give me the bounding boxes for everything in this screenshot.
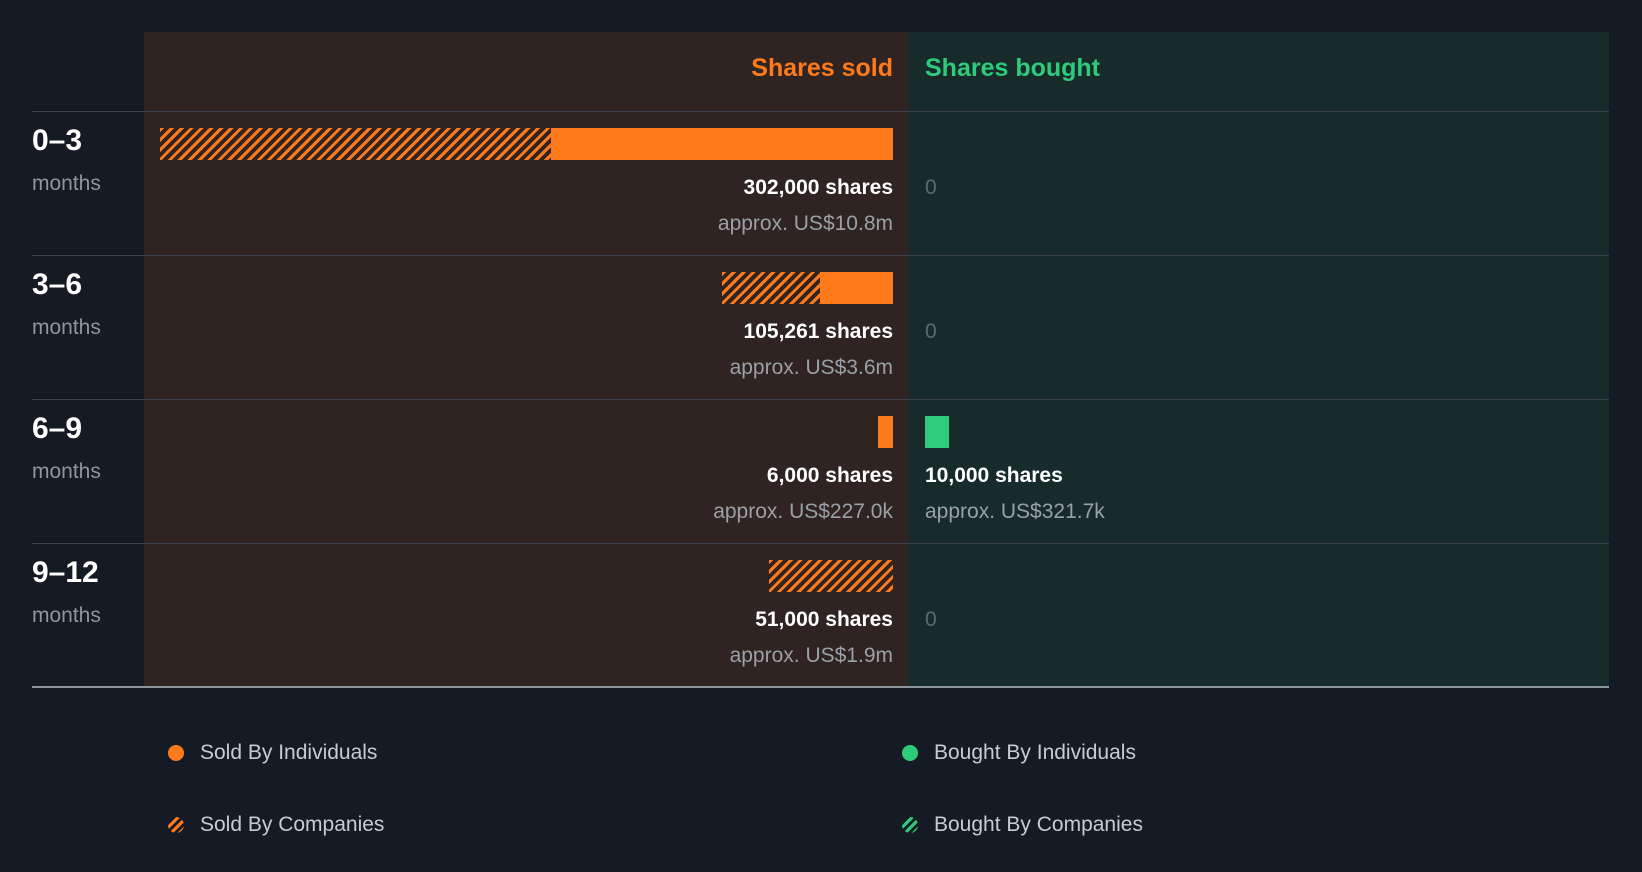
legend-label: Sold By Individuals [200, 741, 378, 764]
bar-sold-companies[interactable] [160, 128, 551, 160]
period-unit-label: months [32, 604, 101, 627]
row-divider [32, 543, 1609, 544]
legend-label: Bought By Individuals [934, 741, 1136, 764]
sold-shares-label: 105,261 shares [743, 320, 893, 343]
period-unit-label: months [32, 316, 101, 339]
period-unit-label: months [32, 172, 101, 195]
bought-shares-label: 0 [925, 320, 937, 343]
row-divider [32, 399, 1609, 400]
sold-value-label: approx. US$1.9m [729, 644, 893, 667]
row-divider [32, 255, 1609, 256]
sold-shares-label: 6,000 shares [766, 464, 893, 487]
sold-companies-swatch-icon [168, 817, 184, 833]
legend-bought-individuals[interactable]: Bought By Individuals [902, 741, 1136, 765]
bar-sold-individuals[interactable] [819, 272, 893, 304]
bar-sold-companies[interactable] [722, 272, 820, 304]
sold-value-label: approx. US$10.8m [717, 212, 893, 235]
legend-sold-individuals[interactable]: Sold By Individuals [168, 741, 377, 765]
bar-bought-individuals[interactable] [925, 416, 950, 448]
shares-bought-header: Shares bought [925, 54, 1101, 82]
legend-sold-companies[interactable]: Sold By Companies [168, 813, 384, 837]
row-divider [32, 111, 1609, 112]
sold-value-label: approx. US$227.0k [713, 500, 893, 523]
bought-shares-label: 0 [925, 176, 937, 199]
period-unit-label: months [32, 460, 101, 483]
period-range-label: 3–6 [32, 268, 83, 301]
bought-shares-label: 10,000 shares [925, 464, 1063, 487]
sold-shares-label: 51,000 shares [755, 608, 893, 631]
bought-individuals-swatch-icon [902, 745, 918, 761]
period-range-label: 0–3 [32, 124, 83, 157]
sold-value-label: approx. US$3.6m [729, 356, 893, 379]
sold-shares-label: 302,000 shares [743, 176, 893, 199]
shares-sold-header: Shares sold [751, 54, 893, 82]
legend-label: Sold By Companies [200, 813, 385, 836]
bar-sold-companies[interactable] [769, 560, 893, 592]
bought-panel [908, 32, 1609, 687]
x-axis-line [32, 686, 1609, 688]
bar-sold-individuals[interactable] [550, 128, 893, 160]
bar-sold-individuals[interactable] [878, 416, 893, 448]
period-range-label: 9–12 [32, 556, 99, 589]
legend-bought-companies[interactable]: Bought By Companies [902, 813, 1143, 837]
sold-individuals-swatch-icon [168, 745, 184, 761]
legend-label: Bought By Companies [934, 813, 1143, 836]
bought-value-label: approx. US$321.7k [925, 500, 1105, 523]
period-range-label: 6–9 [32, 412, 83, 445]
bought-shares-label: 0 [925, 608, 937, 631]
bought-companies-swatch-icon [902, 817, 918, 833]
